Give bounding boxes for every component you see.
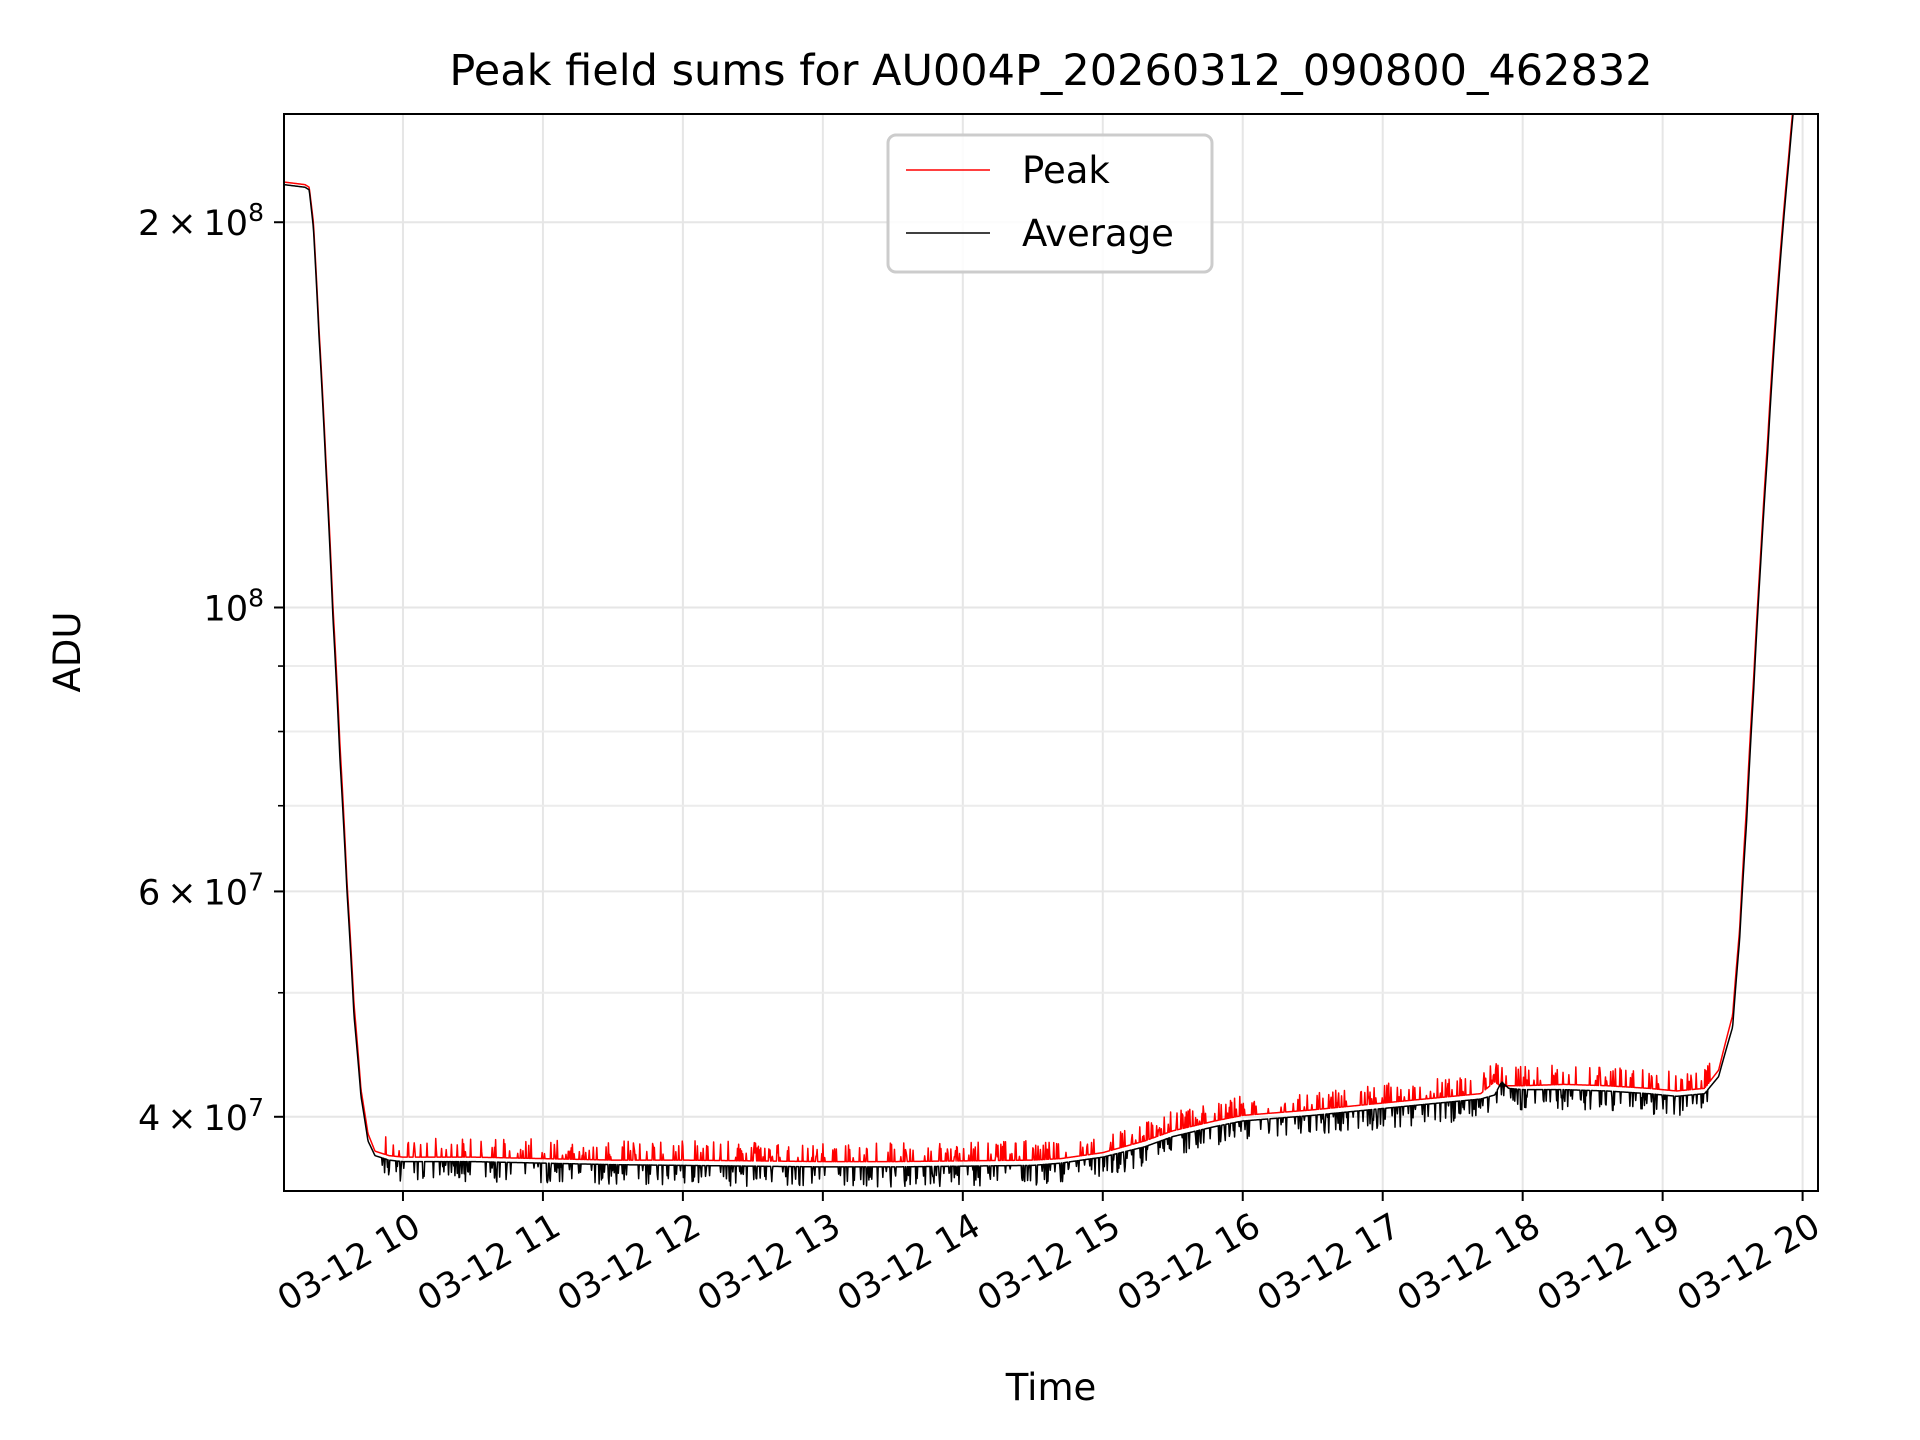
legend-peak-label: Peak: [1022, 149, 1110, 192]
legend-average-label: Average: [1022, 212, 1174, 255]
legend: Peak Average: [886, 133, 1214, 274]
y-tick-label: 2 × 108: [138, 198, 264, 244]
series-line-peak: [284, 114, 1794, 1163]
series-line-average: [284, 114, 1794, 1188]
series-layer: [284, 114, 1794, 1188]
grid: [284, 114, 1818, 1191]
y-tick-label: 108: [204, 583, 264, 629]
y-axis: 2 × 108 108 6 × 107 4 × 107: [138, 198, 284, 1139]
y-tick-label: 6 × 107: [138, 867, 264, 913]
plot-frame: [283, 113, 1819, 1192]
y-axis-label: ADU: [46, 612, 89, 693]
chart-title: Peak field sums for AU004P_20260312_0908…: [449, 46, 1652, 96]
y-tick-label: 4 × 107: [138, 1093, 264, 1139]
x-axis-label: Time: [1005, 1366, 1097, 1409]
